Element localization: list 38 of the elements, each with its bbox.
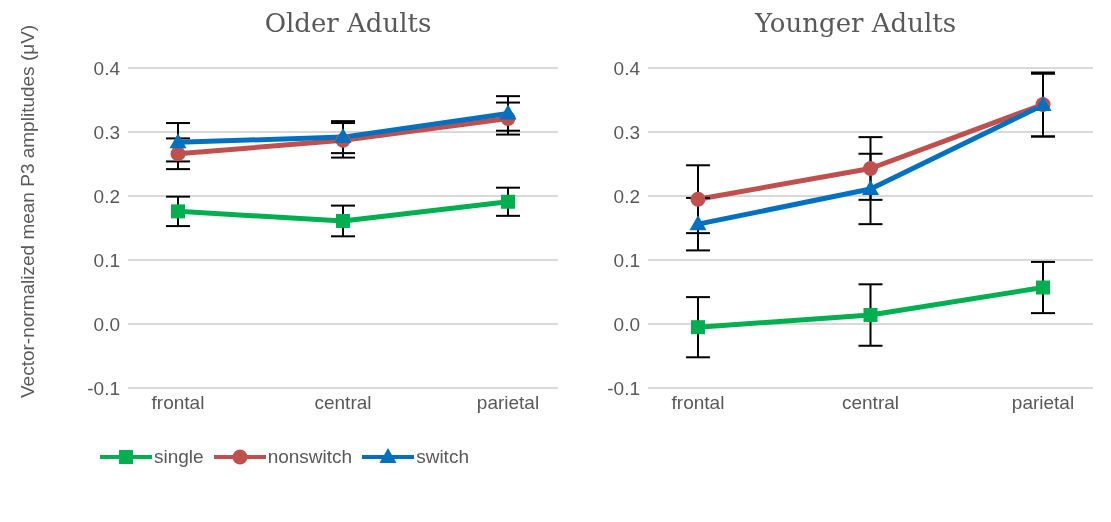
x-tick-label: frontal	[151, 392, 205, 414]
y-axis-title: Vector-normalized mean P3 amplitudes (μV)	[17, 24, 39, 398]
y-tick-label: 0.0	[93, 313, 120, 335]
point	[863, 308, 878, 323]
point	[863, 160, 878, 176]
y-tick-label: 0.3	[613, 121, 640, 143]
y-tick-label: 0.2	[93, 185, 120, 207]
point	[169, 133, 187, 149]
y-tick-label: 0.0	[613, 313, 640, 335]
y-tick-label: -0.1	[607, 377, 640, 399]
y-tick-label: 0.1	[93, 249, 120, 271]
point	[689, 215, 707, 231]
y-tick-label: -0.1	[87, 377, 120, 399]
point	[690, 191, 706, 207]
y-tick-label: 0.2	[613, 185, 640, 207]
x-tick-label: central	[841, 392, 900, 414]
chart-title: Older Adults	[264, 8, 432, 38]
point	[171, 204, 185, 219]
y-tick-label: 0.3	[93, 121, 120, 143]
x-tick-label: parietal	[1011, 392, 1075, 414]
point	[499, 104, 517, 120]
legend-label: nonswitch	[266, 446, 353, 468]
y-tick-label: 0.4	[93, 57, 121, 79]
x-tick-label: parietal	[476, 392, 540, 414]
point	[1036, 280, 1050, 295]
legend-label: switch	[415, 446, 469, 468]
x-tick-label: frontal	[671, 392, 725, 414]
y-tick-label: 0.1	[613, 249, 640, 271]
y-tick-label: 0.4	[613, 57, 641, 79]
x-tick-label: central	[314, 392, 372, 414]
point	[334, 128, 352, 144]
point	[336, 213, 350, 228]
legend-label: single	[153, 446, 204, 468]
point	[691, 320, 705, 335]
point	[862, 179, 879, 195]
point	[501, 194, 515, 209]
chart-title: Younger Adults	[753, 8, 957, 40]
point	[170, 146, 186, 162]
